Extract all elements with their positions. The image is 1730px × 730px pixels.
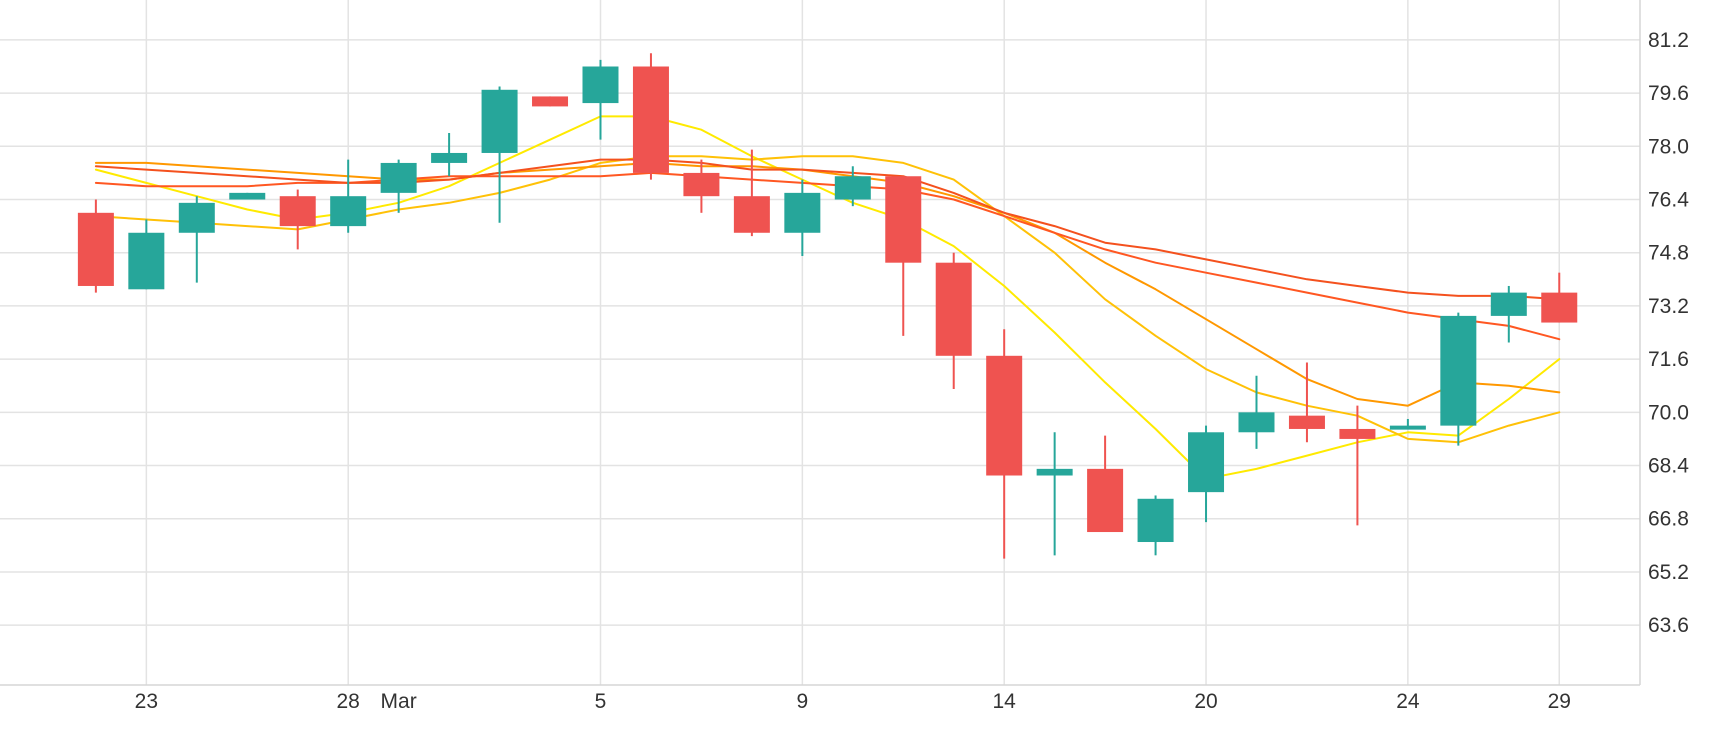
x-tick-label: 23 xyxy=(135,690,158,713)
candle-up xyxy=(834,166,871,207)
candle-down xyxy=(885,176,922,336)
candle-up xyxy=(178,196,215,283)
candle-body xyxy=(834,176,871,200)
x-tick-label: 28 xyxy=(337,690,360,713)
moving-average-lines xyxy=(94,115,1561,480)
candle-up xyxy=(1490,285,1527,343)
candle-body xyxy=(1087,468,1124,533)
candle-body xyxy=(683,172,720,197)
moving-average-line xyxy=(94,161,1561,407)
candles xyxy=(77,53,1578,559)
y-tick-label: 81.2 xyxy=(1648,29,1689,52)
moving-average-line xyxy=(94,158,1561,301)
candle-up xyxy=(1389,418,1426,430)
candle-body xyxy=(1036,468,1073,476)
candle-body xyxy=(532,96,569,107)
x-tick-label: 24 xyxy=(1396,690,1420,713)
candle-body xyxy=(128,232,165,290)
candle-body xyxy=(330,196,367,227)
candle-body xyxy=(178,202,215,233)
y-tick-label: 73.2 xyxy=(1648,295,1689,318)
y-tick-label: 68.4 xyxy=(1648,455,1689,478)
candle-body xyxy=(733,196,770,233)
candle-body xyxy=(229,192,266,200)
candle-body xyxy=(582,66,619,104)
candle-up xyxy=(784,179,821,257)
x-tick-label: 20 xyxy=(1194,690,1217,713)
x-tick-label: Mar xyxy=(381,690,417,713)
candle-body xyxy=(885,176,922,263)
candle-body xyxy=(1339,428,1376,439)
candle-body xyxy=(1490,292,1527,316)
candle-up xyxy=(380,159,417,213)
candle-up xyxy=(431,133,468,177)
candle-body xyxy=(784,192,821,233)
candle-body xyxy=(1389,425,1426,430)
candle-up xyxy=(582,59,619,140)
candle-up xyxy=(1137,495,1174,556)
candle-body xyxy=(431,152,468,163)
candle-up xyxy=(229,192,266,200)
candle-body xyxy=(481,89,518,153)
y-tick-label: 76.4 xyxy=(1648,189,1689,212)
candle-up xyxy=(1238,375,1275,449)
candle-up xyxy=(1036,432,1073,556)
candle-down xyxy=(1087,435,1124,533)
candle-body xyxy=(380,162,417,193)
y-tick-label: 63.6 xyxy=(1648,614,1689,637)
candle-down xyxy=(77,199,114,293)
candle-up xyxy=(330,159,367,233)
candle-down xyxy=(532,96,569,107)
candle-down xyxy=(733,149,770,237)
candle-down xyxy=(632,53,669,180)
x-tick-label: 14 xyxy=(993,690,1017,713)
candle-body xyxy=(935,262,972,356)
y-tick-label: 70.0 xyxy=(1648,401,1689,424)
y-tick-label: 79.6 xyxy=(1648,82,1689,105)
candle-body xyxy=(1440,315,1477,426)
candle-down xyxy=(1288,362,1325,443)
y-tick-label: 66.8 xyxy=(1648,508,1689,531)
y-tick-label: 71.6 xyxy=(1648,348,1689,371)
candle-down xyxy=(279,189,316,250)
candle-up xyxy=(1188,425,1225,523)
grid xyxy=(0,0,1640,685)
candle-down xyxy=(1339,405,1376,526)
candle-body xyxy=(1188,432,1225,493)
candle-body xyxy=(1137,498,1174,543)
candle-up xyxy=(481,86,518,223)
candle-body xyxy=(1288,415,1325,429)
candle-body xyxy=(986,355,1023,476)
x-tick-label: 9 xyxy=(796,690,808,713)
candle-down xyxy=(683,159,720,213)
candle-body xyxy=(77,212,114,286)
y-tick-label: 74.8 xyxy=(1648,242,1689,265)
candle-body xyxy=(1238,412,1275,433)
candle-up xyxy=(1440,312,1477,446)
candle-body xyxy=(279,196,316,227)
y-tick-label: 65.2 xyxy=(1648,561,1689,584)
candle-body xyxy=(632,66,669,173)
candle-body xyxy=(1541,292,1578,323)
candle-up xyxy=(128,219,165,290)
y-tick-label: 78.0 xyxy=(1648,135,1689,158)
axes: 63.6 65.2 66.8 68.4 70.0 71.6 73.2 74.8 76.4 78.0… xyxy=(0,0,1689,713)
x-tick-label: 5 xyxy=(595,690,607,713)
candle-down xyxy=(986,329,1023,559)
x-tick-label: 29 xyxy=(1548,690,1571,713)
candle-down xyxy=(1541,272,1578,323)
candle-down xyxy=(935,252,972,390)
